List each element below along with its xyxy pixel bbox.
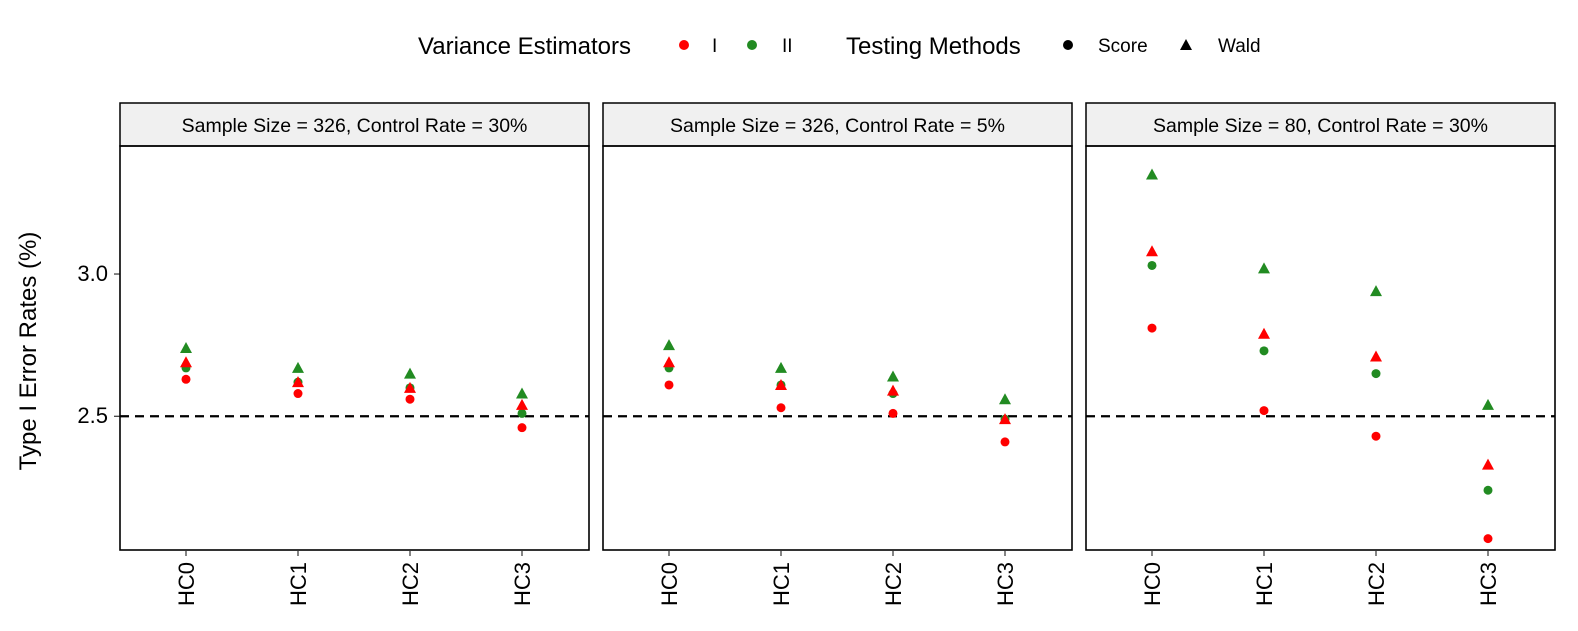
x-tick-label: HC2: [398, 562, 423, 606]
x-tick-label: HC3: [993, 562, 1018, 606]
x-tick-label: HC2: [881, 562, 906, 606]
point-score-i-hc2: [1371, 431, 1381, 441]
point-score-ii-hc2: [1371, 369, 1381, 379]
point-wald-i-hc0: [1146, 245, 1158, 257]
x-tick-label: HC0: [174, 562, 199, 606]
x-tick-label: HC0: [1140, 562, 1165, 606]
panel-frame: [1085, 145, 1556, 551]
legend-key-i-icon: [679, 40, 689, 50]
point-score-ii-hc0: [1147, 260, 1157, 270]
panel-frame: [119, 145, 590, 551]
data-marks: [120, 168, 1555, 544]
y-tick-label: 3.0: [77, 261, 108, 286]
panel-title: Sample Size = 80, Control Rate = 30%: [1153, 115, 1488, 137]
point-wald-ii-hc0: [663, 339, 675, 351]
point-wald-i-hc2: [404, 381, 416, 393]
point-wald-ii-hc2: [887, 370, 899, 382]
x-tick-label: HC1: [1252, 562, 1277, 606]
point-score-i-hc1: [776, 403, 786, 413]
point-wald-ii-hc0: [1146, 168, 1158, 180]
point-wald-ii-hc0: [180, 342, 192, 353]
point-wald-i-hc1: [775, 378, 787, 390]
point-wald-ii-hc3: [999, 393, 1011, 405]
point-wald-ii-hc3: [1482, 398, 1494, 410]
panel-title: Sample Size = 326, Control Rate = 30%: [182, 115, 528, 137]
point-score-i-hc3: [517, 423, 527, 433]
point-score-i-hc1: [293, 389, 303, 399]
point-wald-i-hc0: [663, 356, 675, 368]
legend-key-ii-icon: [747, 40, 757, 50]
point-score-i-hc3: [1483, 534, 1493, 544]
point-wald-i-hc2: [1370, 350, 1382, 362]
point-score-ii-hc1: [1259, 346, 1269, 356]
x-axes: HC0 HC1 HC2 HC3 HC0 HC1 HC2 HC3 HC0 HC1 HC2 HC3: [174, 550, 1501, 606]
point-wald-ii-hc2: [1370, 285, 1382, 297]
legend-shape-title: Testing Methods: [846, 33, 1021, 60]
panel-1: Sample Size = 326, Control Rate = 30%: [119, 102, 590, 551]
legend-key-score-icon: [1063, 40, 1073, 50]
y-axis: 2.5 3.0: [77, 261, 120, 428]
point-wald-i-hc0: [180, 356, 192, 368]
point-score-i-hc0: [181, 374, 191, 384]
x-tick-label: HC0: [657, 562, 682, 606]
point-wald-ii-hc1: [1258, 262, 1270, 274]
point-score-i-hc0: [1147, 323, 1157, 333]
point-wald-i-hc3: [516, 398, 528, 410]
legend: Variance Estimators I II Testing Methods…: [418, 33, 1261, 60]
point-wald-ii-hc1: [292, 361, 304, 373]
legend-label-score: Score: [1098, 36, 1148, 57]
x-tick-label: HC1: [286, 562, 311, 606]
point-score-i-hc2: [888, 408, 898, 418]
legend-label-ii: II: [782, 36, 793, 57]
panel-strip: [602, 102, 1073, 147]
point-wald-i-hc2: [887, 384, 899, 396]
legend-label-wald: Wald: [1218, 36, 1261, 57]
point-wald-i-hc3: [1482, 458, 1494, 470]
panel-3: Sample Size = 80, Control Rate = 30%: [1085, 102, 1556, 551]
legend-label-i: I: [712, 36, 717, 57]
legend-key-wald-icon: [1180, 39, 1192, 50]
panel-title: Sample Size = 326, Control Rate = 5%: [670, 115, 1005, 137]
y-axis-title: Type I Error Rates (%): [15, 232, 42, 471]
point-wald-ii-hc3: [516, 387, 528, 399]
point-wald-i-hc1: [1258, 327, 1270, 339]
point-score-i-hc3: [1000, 437, 1010, 447]
point-wald-ii-hc2: [404, 367, 416, 379]
point-score-ii-hc3: [1483, 485, 1493, 495]
point-score-ii-hc3: [517, 408, 527, 418]
x-tick-label: HC3: [1476, 562, 1501, 606]
x-tick-label: HC2: [1364, 562, 1389, 606]
point-score-i-hc0: [664, 380, 674, 390]
panel-strip: [1085, 102, 1556, 147]
point-wald-i-hc1: [292, 376, 304, 388]
panel-frame: [602, 145, 1073, 551]
point-wald-i-hc3: [999, 413, 1011, 425]
point-score-i-hc2: [405, 394, 415, 404]
legend-color-title: Variance Estimators: [418, 33, 631, 60]
y-tick-label: 2.5: [77, 403, 108, 428]
panel-strip: [119, 102, 590, 147]
x-tick-label: HC3: [510, 562, 535, 606]
point-score-i-hc1: [1259, 406, 1269, 416]
panel-2: Sample Size = 326, Control Rate = 5%: [602, 102, 1073, 551]
x-tick-label: HC1: [769, 562, 794, 606]
point-wald-ii-hc1: [775, 361, 787, 373]
